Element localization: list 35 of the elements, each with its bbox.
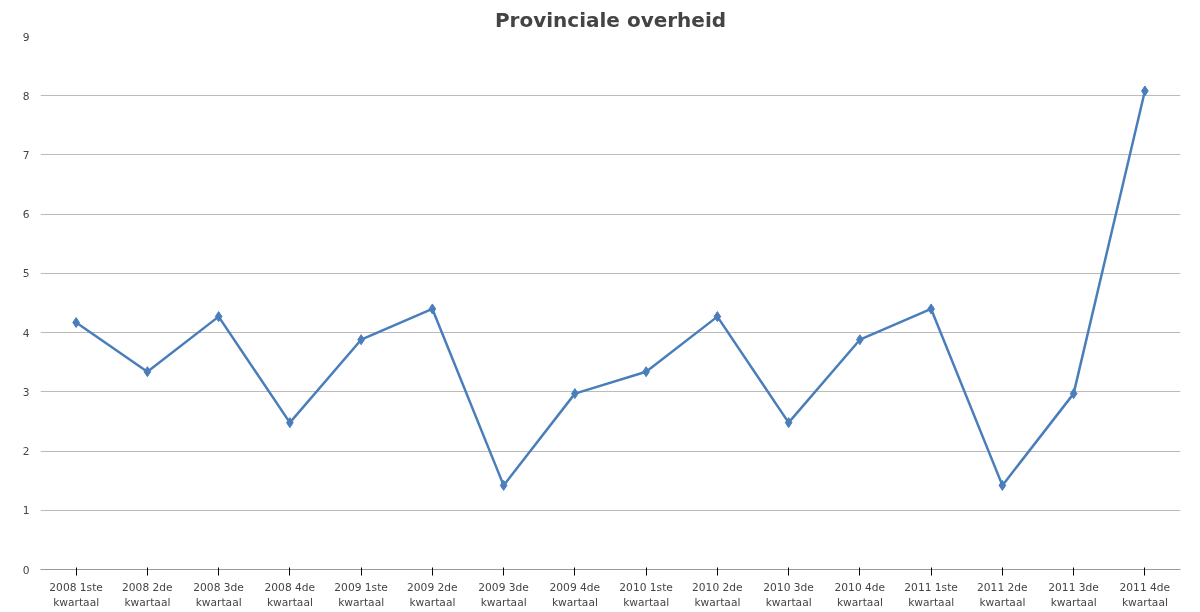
chart-title: Provinciale overheid: [494, 7, 727, 32]
y-tick-label: 9: [22, 30, 30, 44]
x-tick-label: 2008 4de kwartaal: [264, 580, 316, 610]
y-tick-label: 1: [22, 504, 30, 518]
x-tick-label: 2011 2de kwartaal: [977, 580, 1028, 610]
y-tick-label: 8: [22, 89, 30, 103]
x-tick-label: 2009 2de kwartaal: [407, 580, 458, 610]
x-tick-label: 2010 1ste kwartaal: [619, 580, 673, 610]
point: [1069, 388, 1078, 400]
point: [143, 366, 152, 378]
y-tick-label: 7: [22, 148, 30, 162]
y-tick-label: 4: [22, 326, 30, 340]
x-tick-label: 2008 3de kwartaal: [193, 580, 244, 610]
x-tick-label: 2009 3de kwartaal: [478, 580, 529, 610]
x-tick-label: 2010 4de kwartaal: [834, 580, 886, 610]
point: [784, 417, 793, 429]
y-tick-label: 6: [22, 208, 30, 222]
x-tick-label: 2011 3de kwartaal: [1048, 580, 1099, 610]
point: [428, 303, 437, 315]
point: [998, 479, 1007, 491]
point: [214, 311, 223, 323]
y-tick-label: 2: [22, 445, 30, 459]
point: [713, 311, 722, 323]
y-tick-label: 0: [22, 563, 30, 577]
x-tick-label: 2008 1ste kwartaal: [49, 580, 103, 610]
x-tick-label: 2010 3de kwartaal: [763, 580, 814, 610]
point: [499, 479, 508, 491]
x-tick-label: 2008 2de kwartaal: [122, 580, 173, 610]
x-tick-label: 2010 2de kwartaal: [692, 580, 743, 610]
y-tick-label: 3: [22, 385, 30, 399]
x-tick-label: 2009 4de kwartaal: [549, 580, 601, 610]
x-tick-label: 2011 1ste kwartaal: [904, 580, 958, 610]
x-tick-label: 2011 4de kwartaal: [1119, 580, 1171, 610]
x-tick-label: 2009 1ste kwartaal: [334, 580, 388, 610]
y-tick-label: 5: [22, 267, 30, 281]
